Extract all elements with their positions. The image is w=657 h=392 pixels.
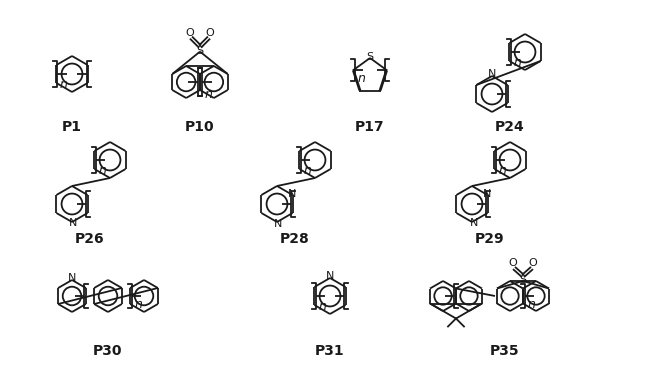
Text: S: S [367,52,374,62]
Text: O: O [509,258,517,268]
Text: $n$: $n$ [134,298,143,312]
Text: N: N [487,69,496,79]
Text: O: O [206,27,214,38]
Text: $n$: $n$ [513,56,522,69]
Text: P35: P35 [490,344,520,358]
Text: P30: P30 [93,344,123,358]
Text: P31: P31 [315,344,345,358]
Text: P28: P28 [280,232,310,246]
Text: N: N [326,271,334,281]
Text: S: S [196,45,204,56]
Text: N: N [287,189,296,199]
Text: P17: P17 [355,120,385,134]
Text: $n$: $n$ [527,298,536,312]
Text: O: O [529,258,537,268]
Text: N: N [68,273,76,283]
Text: O: O [186,27,194,38]
Text: N: N [470,218,478,228]
Text: $n$: $n$ [204,87,213,100]
Text: P29: P29 [475,232,505,246]
Text: S: S [520,275,526,285]
Text: P10: P10 [185,120,215,134]
Text: $n$: $n$ [357,72,366,85]
Text: $n$: $n$ [304,163,313,176]
Text: $n$: $n$ [499,163,507,176]
Text: P26: P26 [75,232,105,246]
Text: P1: P1 [62,120,82,134]
Text: $n$: $n$ [99,163,108,176]
Text: $n$: $n$ [59,78,68,91]
Text: N: N [69,218,77,228]
Text: $n$: $n$ [319,299,327,312]
Text: N: N [274,219,283,229]
Text: P24: P24 [495,120,525,134]
Text: N: N [482,189,491,199]
